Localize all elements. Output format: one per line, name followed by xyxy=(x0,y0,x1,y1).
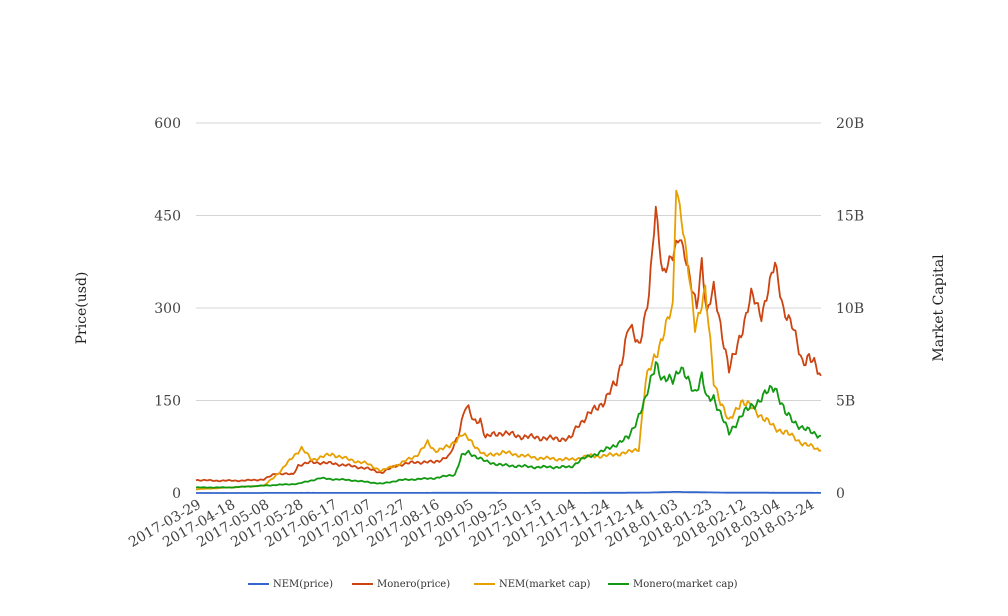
series-line-monero-market-cap xyxy=(195,361,822,489)
y2-tick-label: 15B xyxy=(836,209,864,225)
legend-label: NEM(market cap) xyxy=(499,579,591,590)
right-axis-ticks: 0 5B 10B 15B 20B xyxy=(836,116,864,502)
y2-tick-label: 0 xyxy=(836,486,845,502)
series-lines xyxy=(195,189,822,494)
legend: NEM(price) Monero(price) NEM(market cap) Mo… xyxy=(248,579,738,590)
series-line-monero-price xyxy=(195,205,822,483)
left-axis-title: Price(usd) xyxy=(74,272,90,345)
y-tick-label: 150 xyxy=(154,394,181,410)
left-axis-ticks: 0 150 300 450 600 xyxy=(154,116,181,502)
x-axis-ticks: 2017-03-292017-04-182017-05-082017-05-28… xyxy=(126,497,817,551)
series-line-nem-price xyxy=(196,490,821,494)
legend-label: Monero(price) xyxy=(377,579,450,590)
y-tick-label: 0 xyxy=(172,486,181,502)
right-axis-title: Market Capital xyxy=(931,254,947,362)
legend-label: NEM(price) xyxy=(273,579,333,590)
y2-tick-label: 5B xyxy=(836,394,855,410)
y2-tick-label: 10B xyxy=(836,301,864,317)
y-tick-label: 300 xyxy=(154,301,181,317)
grid-lines xyxy=(196,122,821,494)
y-tick-label: 450 xyxy=(154,209,181,225)
series-line-nem-market-cap xyxy=(196,189,822,491)
y-tick-label: 600 xyxy=(154,116,181,132)
legend-label: Monero(market cap) xyxy=(633,579,738,590)
y2-tick-label: 20B xyxy=(836,116,864,132)
